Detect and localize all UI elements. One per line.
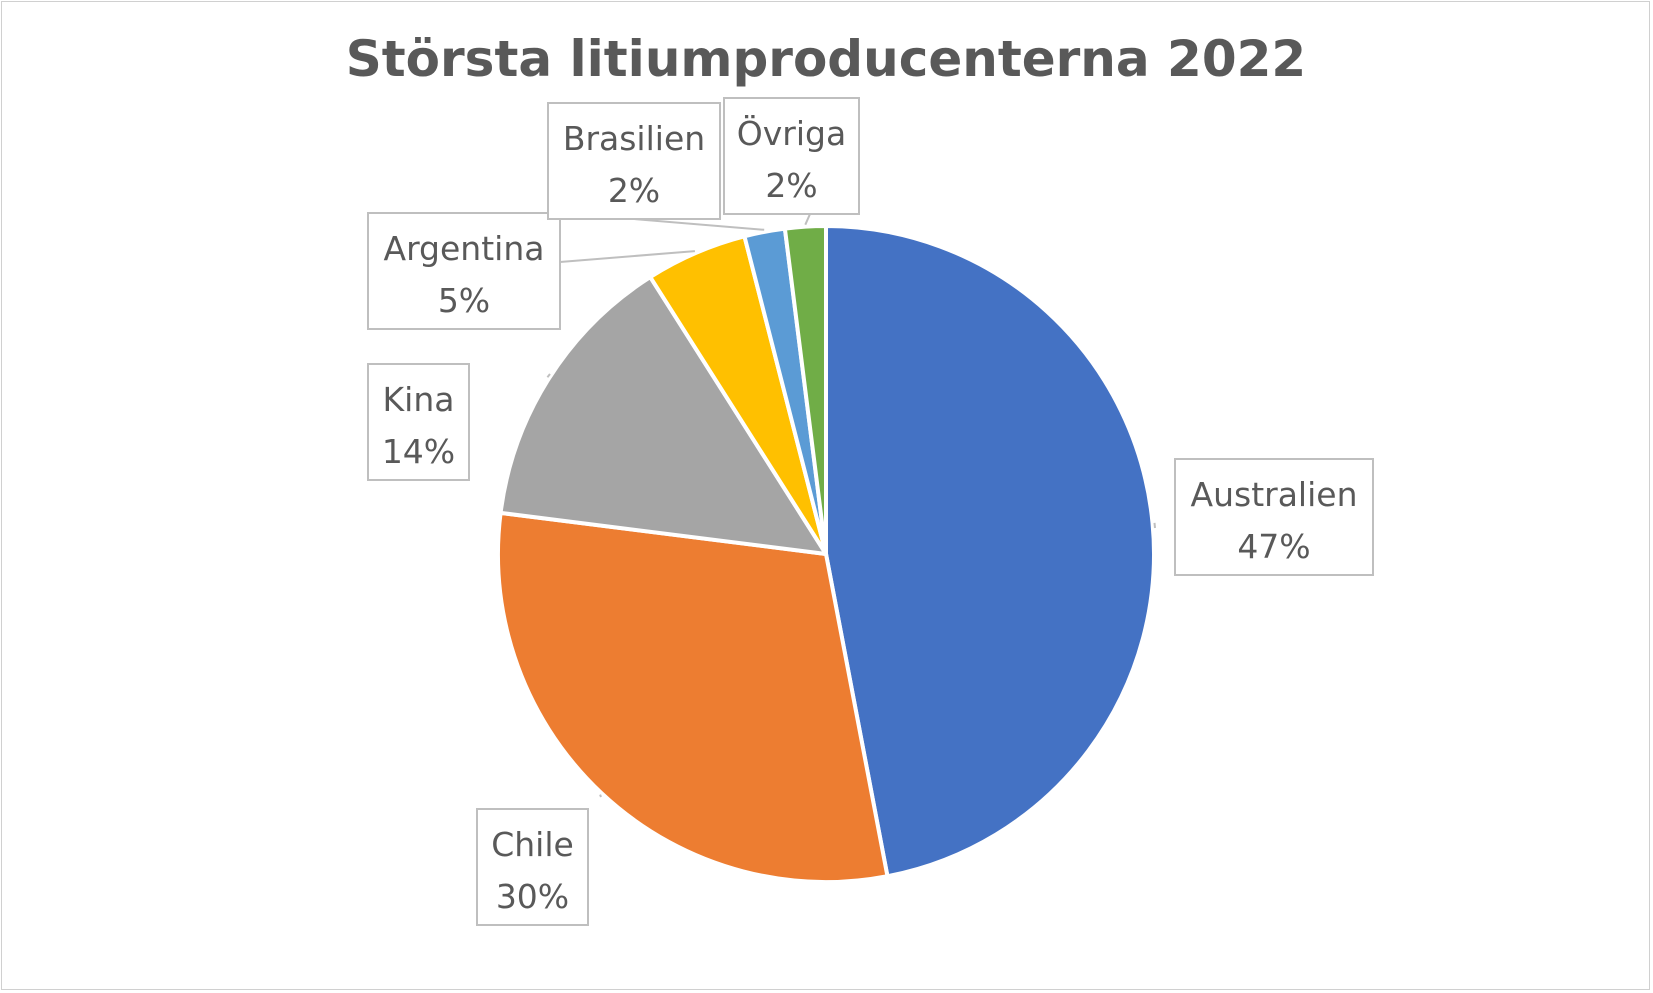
data-label-box-argentina bbox=[367, 212, 561, 330]
leader-line-kina bbox=[546, 373, 551, 378]
data-label-category-ovriga: Övriga bbox=[737, 113, 846, 153]
data-label-value-brasilien: 2% bbox=[608, 171, 660, 210]
data-label-box-kina bbox=[367, 363, 470, 481]
data-label-value-kina: 14% bbox=[382, 432, 455, 471]
data-label-category-brasilien: Brasilien bbox=[563, 119, 705, 158]
data-label-value-ovriga: 2% bbox=[765, 166, 817, 205]
pie-slice-chile bbox=[496, 510, 890, 884]
data-label-value-chile: 30% bbox=[496, 877, 569, 916]
pie-slice-ovriga bbox=[782, 224, 828, 556]
leader-line-australien bbox=[1153, 522, 1156, 529]
pie-slices bbox=[496, 224, 1156, 884]
data-labels: Australien 47% Chile 30% Kina 14% Argentina 5% B… bbox=[367, 97, 1374, 926]
pie-slice-kina bbox=[498, 275, 828, 556]
data-label-box-brasilien bbox=[547, 102, 721, 220]
data-label-category-australien: Australien bbox=[1191, 475, 1358, 514]
data-label-box-australien bbox=[1174, 458, 1374, 576]
leader-line-brasilien bbox=[633, 218, 765, 231]
data-label-category-kina: Kina bbox=[383, 380, 455, 419]
data-label-value-australien: 47% bbox=[1237, 527, 1310, 566]
data-label-box-chile bbox=[476, 808, 589, 926]
data-label-category-argentina: Argentina bbox=[384, 229, 545, 268]
leader-line-argentina bbox=[559, 250, 695, 263]
data-label-value-argentina: 5% bbox=[438, 281, 490, 320]
pie-slice-australien bbox=[824, 224, 1156, 879]
leader-line-ovriga bbox=[804, 213, 811, 226]
data-label-box-ovriga bbox=[723, 97, 860, 215]
leader-line-chile bbox=[599, 794, 602, 798]
chart-title: Största litiumproducenterna 2022 bbox=[346, 30, 1306, 88]
data-label-category-chile: Chile bbox=[491, 825, 574, 864]
